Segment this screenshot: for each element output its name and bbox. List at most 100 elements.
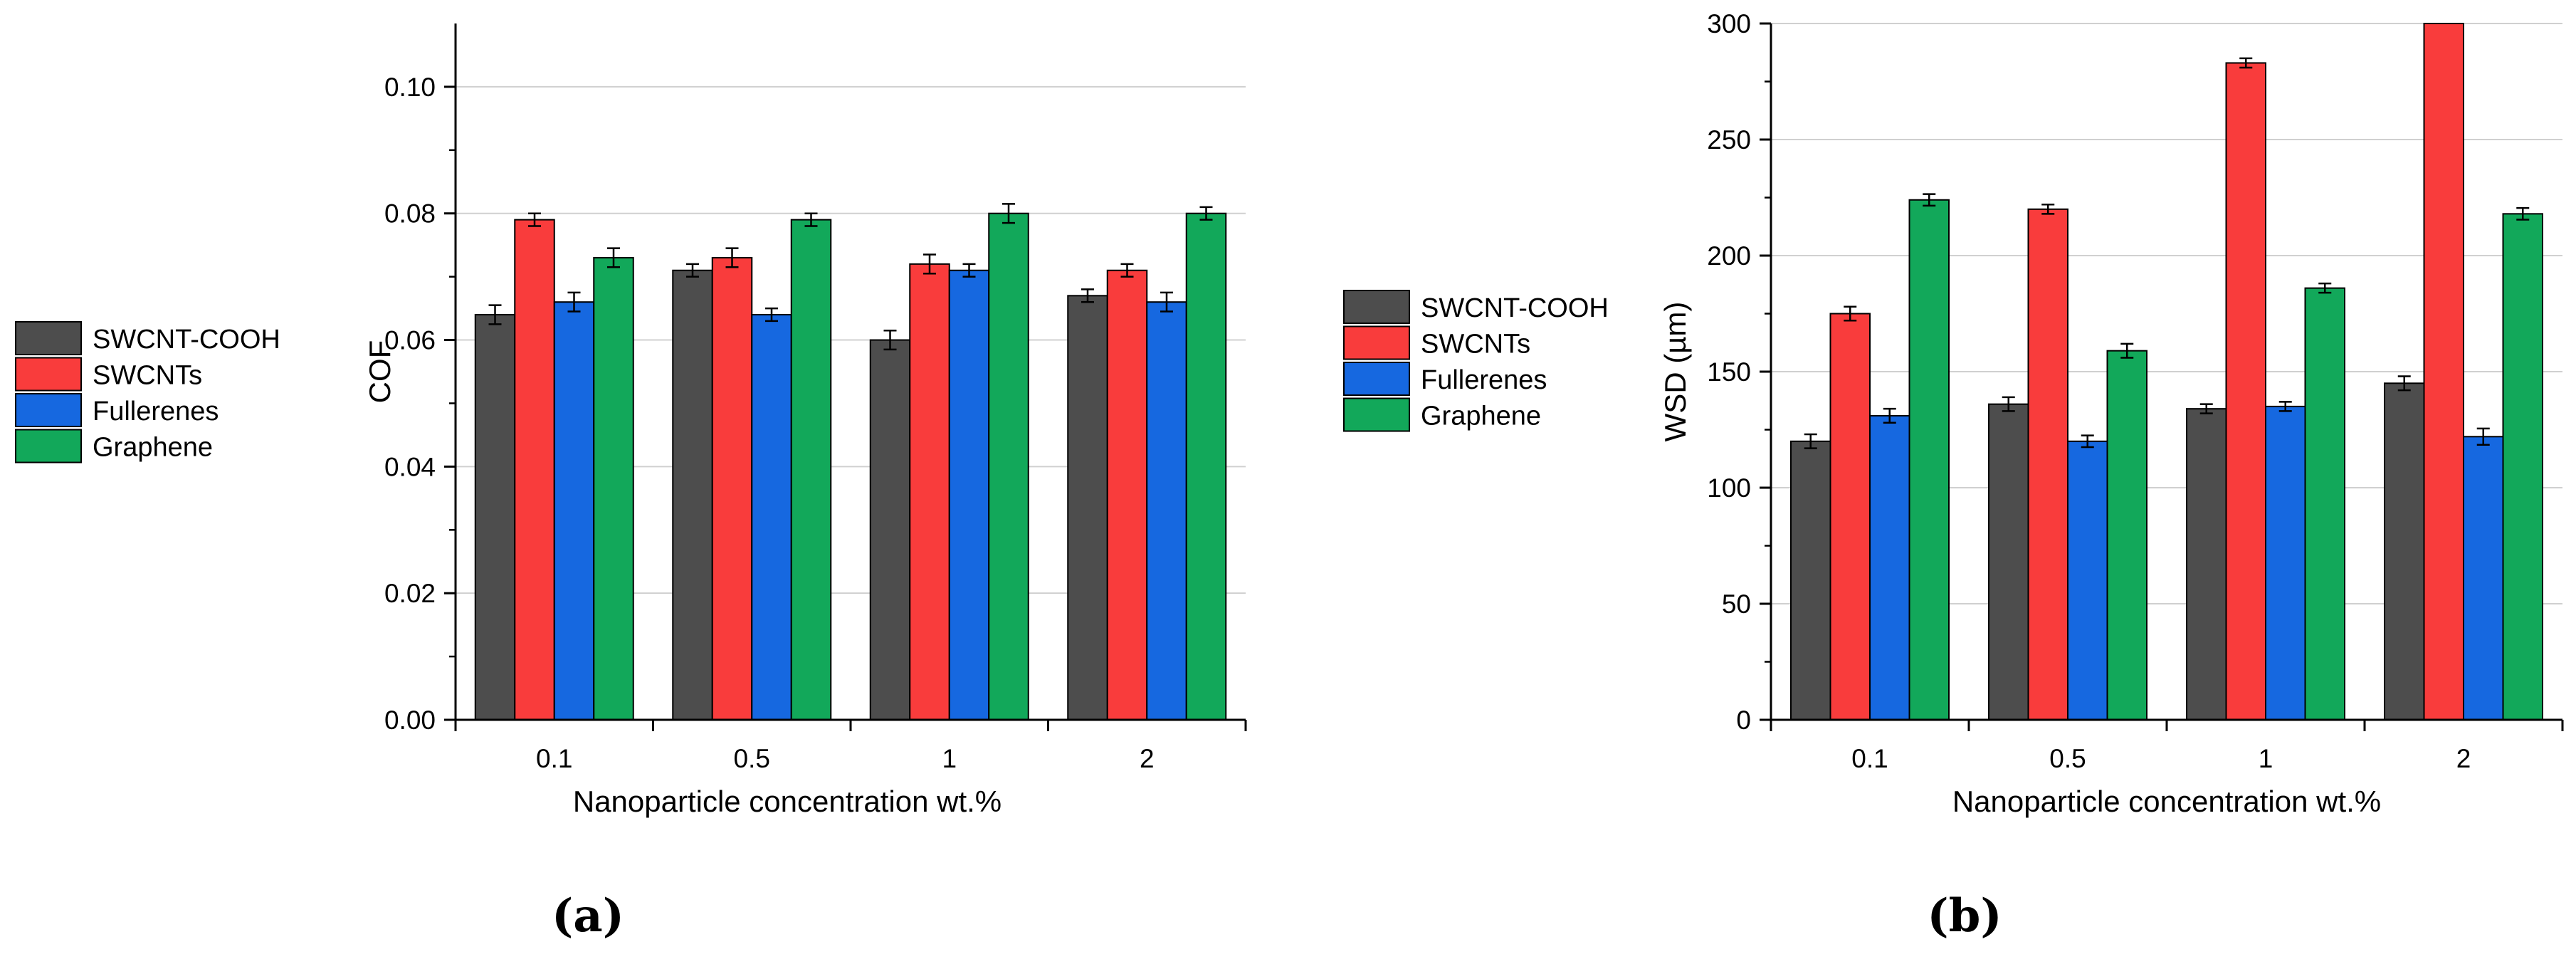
- panel-a-bar-graphene-0-5: [790, 219, 832, 721]
- panel-b-bar-graphene-1: [2304, 287, 2345, 721]
- panel-a-y-tick-label: 0.00: [384, 706, 436, 735]
- panel-a-bar-graphene-2: [1185, 212, 1227, 721]
- panel-a-bar-graphene-1: [988, 212, 1029, 721]
- panel-a-bar-swcnts-1: [909, 263, 950, 721]
- panel-b-bar-fullerenes-1: [2265, 405, 2306, 721]
- panel-b-bar-swcnts-0-5: [2027, 208, 2068, 721]
- panel-a-error-bar: [1081, 288, 1094, 303]
- panel-a-bar-swcnt-cooh-0-5: [672, 269, 713, 721]
- panel-a-bar-swcnts-0-5: [711, 256, 753, 721]
- panel-a-bar-swcnt-cooh-2: [1067, 295, 1108, 721]
- panel-b-y-tick-label: 50: [1722, 590, 1751, 619]
- panel-a-x-tick-label: 1: [942, 744, 957, 773]
- panel-a-axes: 0.00 0.02 0.04 0.06 0.08 0.10 0.1 0.5 1 2: [384, 23, 1247, 773]
- panel-b-y-tick-label: 250: [1707, 125, 1751, 154]
- panel-b-x-tick-label: 0.5: [2049, 744, 2086, 773]
- panel-a-bar-swcnt-cooh-1: [869, 339, 911, 721]
- panel-b-error-bar: [2476, 427, 2490, 446]
- panel-a-caption: (a): [552, 889, 624, 943]
- panel-b-x-tick-label: 2: [2456, 744, 2471, 773]
- panel-b-y-axis-label: WSD (µm): [1658, 302, 1692, 442]
- panel-b-bar-fullerenes-0-5: [2067, 440, 2108, 721]
- panel-a-bar-swcnts-0-1: [514, 219, 555, 721]
- panel-b-x-tick-label: 1: [2259, 744, 2273, 773]
- panel-b-legend-label: SWCNTs: [1421, 330, 1530, 360]
- panel-b-error-bar: [1923, 193, 1936, 207]
- panel-b-legend-swatch: [1343, 397, 1410, 432]
- panel-b-bar-graphene-2: [2502, 213, 2543, 721]
- panel-b-caption: (b): [1927, 889, 2002, 943]
- panel-a-legend-label: Fullerenes: [93, 397, 219, 426]
- panel-a-x-tick-label: 0.5: [734, 744, 770, 773]
- panel-a-y-tick-label: 0.06: [384, 326, 436, 355]
- panel-b-bar-fullerenes-0-1: [1869, 414, 1910, 721]
- panel-b-error-bar: [2397, 375, 2411, 392]
- panel-b-x-tick-label: 0.1: [1851, 744, 1888, 773]
- panel-a-y-tick-label: 0.10: [384, 73, 436, 102]
- panel-a-error-bar: [725, 247, 739, 268]
- panel-b-x-axis-label: Nanoparticle concentration wt.%: [1952, 785, 2381, 818]
- panel-b-legend-label: Fullerenes: [1421, 365, 1547, 395]
- panel-a-legend-label: Graphene: [93, 433, 213, 463]
- panel-a-legend-swatch: [15, 393, 82, 427]
- panel-b-legend-swatch: [1343, 290, 1410, 324]
- panel-a-error-bar: [528, 212, 541, 227]
- panel-b-error-bar: [2041, 204, 2055, 215]
- panel-b-bar-swcnts-2: [2423, 23, 2464, 721]
- panel-a-bar-fullerenes-0-5: [751, 313, 792, 721]
- panel-b-legend: SWCNT-COOH SWCNTs Fullerenes Graphene: [1343, 290, 1609, 432]
- panel-b-bar-swcnt-cooh-2: [2384, 382, 2425, 721]
- panel-a-error-bar: [923, 253, 936, 275]
- panel-a-bar-swcnt-cooh-0-1: [474, 313, 516, 721]
- panel-a-legend-swatch: [15, 429, 82, 463]
- panel-b-legend-label: SWCNT-COOH: [1421, 293, 1609, 323]
- panel-a-x-tick-label: 2: [1140, 744, 1155, 773]
- panel-a-x-tick-label: 0.1: [536, 744, 572, 773]
- panel-b-bar-graphene-0-1: [1908, 199, 1950, 721]
- panel-a-error-bar: [962, 263, 976, 278]
- panel-a-legend-swatch: [15, 321, 82, 355]
- panel-a-y-tick-label: 0.04: [384, 452, 436, 481]
- panel-a-error-bar: [567, 291, 581, 313]
- panel-b-bar-swcnt-cooh-0-5: [1988, 403, 2029, 721]
- panel-a-y-tick-label: 0.02: [384, 579, 436, 608]
- panel-a-error-bar: [1120, 263, 1134, 278]
- panel-b-legend-swatch: [1343, 325, 1410, 360]
- panel-a-x-axis-label: Nanoparticle concentration wt.%: [573, 785, 1002, 818]
- panel-b-bar-swcnts-0-1: [1829, 313, 1871, 721]
- panel-b-error-bar: [1844, 305, 1857, 322]
- panel-b-bar-swcnts-1: [2225, 62, 2266, 721]
- panel-a-error-bar: [1199, 206, 1213, 221]
- panel-b-error-bar: [2318, 282, 2332, 294]
- panel-b-error-bar: [2516, 206, 2530, 221]
- panel-b-error-bar: [2199, 403, 2213, 414]
- panel-b-y-tick-label: 150: [1707, 357, 1751, 387]
- panel-b-error-bar: [2002, 396, 2015, 412]
- panel-a-error-bar: [1160, 291, 1173, 313]
- panel-b-y-tick-label: 200: [1707, 241, 1751, 271]
- panel-a-legend-label: SWCNTs: [93, 361, 202, 391]
- panel-a-error-bar: [883, 329, 897, 351]
- panel-b-error-bar: [2278, 401, 2292, 412]
- panel-a-error-bar: [607, 247, 620, 268]
- panel-b-legend-label: Graphene: [1421, 402, 1541, 431]
- panel-a-legend-label: SWCNT-COOH: [93, 325, 280, 355]
- panel-b-bar-graphene-0-5: [2106, 350, 2147, 721]
- panel-b-error-bar: [2120, 342, 2134, 359]
- panel-a-bar-swcnts-2: [1106, 269, 1148, 721]
- panel-a-y-tick-label: 0.08: [384, 199, 436, 229]
- panel-b-axes: 0 50 100 150 200 250 300 0.1 0.5 1 2: [1707, 9, 2564, 773]
- panel-a-error-bar: [765, 307, 778, 323]
- panel-b-y-tick-label: 100: [1707, 473, 1751, 503]
- panel-a-y-axis-label: COF: [363, 340, 396, 404]
- panel-a-bar-fullerenes-2: [1146, 301, 1187, 721]
- panel-b-y-tick-label: 0: [1736, 706, 1751, 735]
- panel-a-error-bar: [804, 212, 818, 227]
- panel-a-bars: [474, 203, 1227, 721]
- panel-a-bar-graphene-0-1: [593, 256, 634, 721]
- panel-b-error-bar: [2239, 57, 2253, 69]
- panel-b-y-tick-label: 300: [1707, 9, 1751, 38]
- panel-a-legend: SWCNT-COOH SWCNTs Fullerenes Graphene: [15, 321, 280, 463]
